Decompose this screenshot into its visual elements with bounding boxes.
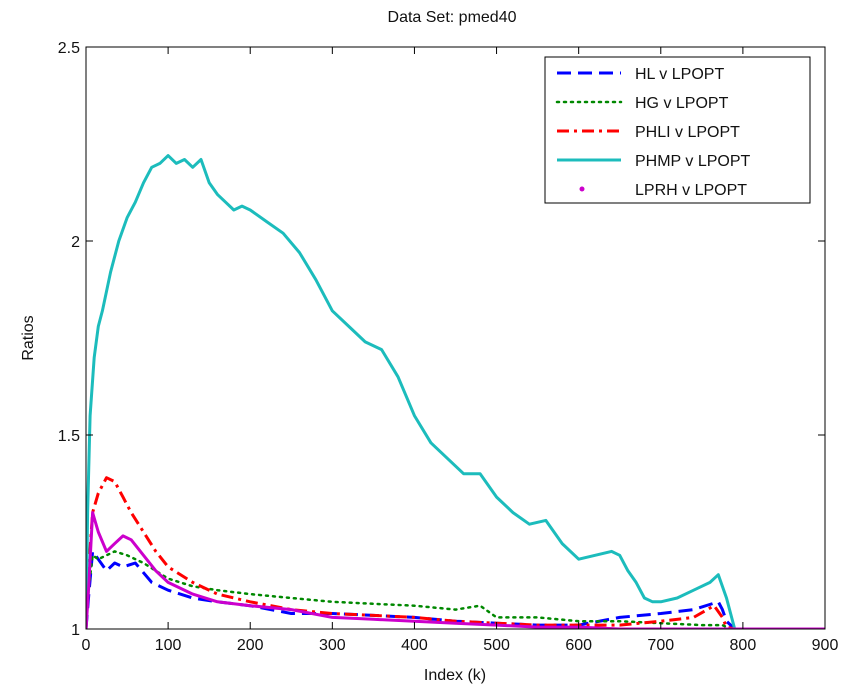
legend-label: PHMP v LPOPT xyxy=(635,153,751,170)
legend-label: PHLI v LPOPT xyxy=(635,124,740,141)
x-tick-label: 900 xyxy=(812,637,839,654)
y-axis-ticks: 1 1.5 2 2.5 xyxy=(58,40,825,639)
x-axis-ticks: 0 100 200 300 400 500 600 700 800 900 xyxy=(82,47,839,654)
chart-title: Data Set: pmed40 xyxy=(388,9,517,26)
series-line-2 xyxy=(86,550,825,629)
series-line-5 xyxy=(86,511,825,629)
x-tick-label: 400 xyxy=(401,637,428,654)
x-tick-label: 300 xyxy=(319,637,346,654)
x-tick-label: 500 xyxy=(483,637,510,654)
x-tick-label: 100 xyxy=(155,637,182,654)
series-line-4 xyxy=(86,154,825,629)
x-tick-label: 0 xyxy=(82,637,91,654)
legend: HL v LPOPT HG v LPOPT PHLI v LPOPT PHMP v L… xyxy=(544,56,811,204)
y-tick-label: 1 xyxy=(71,622,80,639)
series-layer xyxy=(86,154,825,629)
legend-label: LPRH v LPOPT xyxy=(635,182,747,199)
series-line-1 xyxy=(86,549,825,629)
x-axis-label: Index (k) xyxy=(424,667,486,684)
y-tick-label: 2.5 xyxy=(58,40,80,57)
legend-label: HG v LPOPT xyxy=(635,95,729,112)
legend-swatch xyxy=(579,186,585,192)
plot-area xyxy=(85,46,826,630)
y-axis-label: Ratios xyxy=(20,315,37,360)
x-tick-label: 200 xyxy=(237,637,264,654)
y-tick-label: 2 xyxy=(71,234,80,251)
x-tick-label: 600 xyxy=(565,637,592,654)
plot-frame xyxy=(85,46,826,630)
x-tick-label: 700 xyxy=(647,637,674,654)
y-tick-label: 1.5 xyxy=(58,428,80,445)
series-line-3 xyxy=(86,476,825,629)
legend-label: HL v LPOPT xyxy=(635,66,724,83)
x-tick-label: 800 xyxy=(730,637,757,654)
